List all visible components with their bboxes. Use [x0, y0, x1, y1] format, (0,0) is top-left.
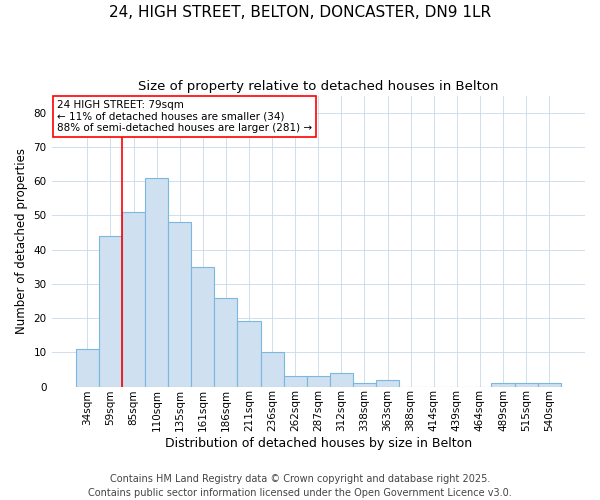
Bar: [376, 380, 399, 386]
Bar: [238, 322, 260, 386]
Bar: [191, 266, 214, 386]
Bar: [515, 383, 538, 386]
Bar: [99, 236, 122, 386]
Bar: [491, 383, 515, 386]
Text: 24 HIGH STREET: 79sqm
← 11% of detached houses are smaller (34)
88% of semi-deta: 24 HIGH STREET: 79sqm ← 11% of detached …: [57, 100, 312, 133]
Bar: [284, 376, 307, 386]
Bar: [168, 222, 191, 386]
Bar: [260, 352, 284, 386]
Title: Size of property relative to detached houses in Belton: Size of property relative to detached ho…: [138, 80, 499, 93]
X-axis label: Distribution of detached houses by size in Belton: Distribution of detached houses by size …: [165, 437, 472, 450]
Text: Contains HM Land Registry data © Crown copyright and database right 2025.
Contai: Contains HM Land Registry data © Crown c…: [88, 474, 512, 498]
Bar: [122, 212, 145, 386]
Bar: [76, 349, 99, 387]
Bar: [307, 376, 330, 386]
Bar: [145, 178, 168, 386]
Y-axis label: Number of detached properties: Number of detached properties: [15, 148, 28, 334]
Bar: [330, 373, 353, 386]
Text: 24, HIGH STREET, BELTON, DONCASTER, DN9 1LR: 24, HIGH STREET, BELTON, DONCASTER, DN9 …: [109, 5, 491, 20]
Bar: [214, 298, 238, 386]
Bar: [353, 383, 376, 386]
Bar: [538, 383, 561, 386]
